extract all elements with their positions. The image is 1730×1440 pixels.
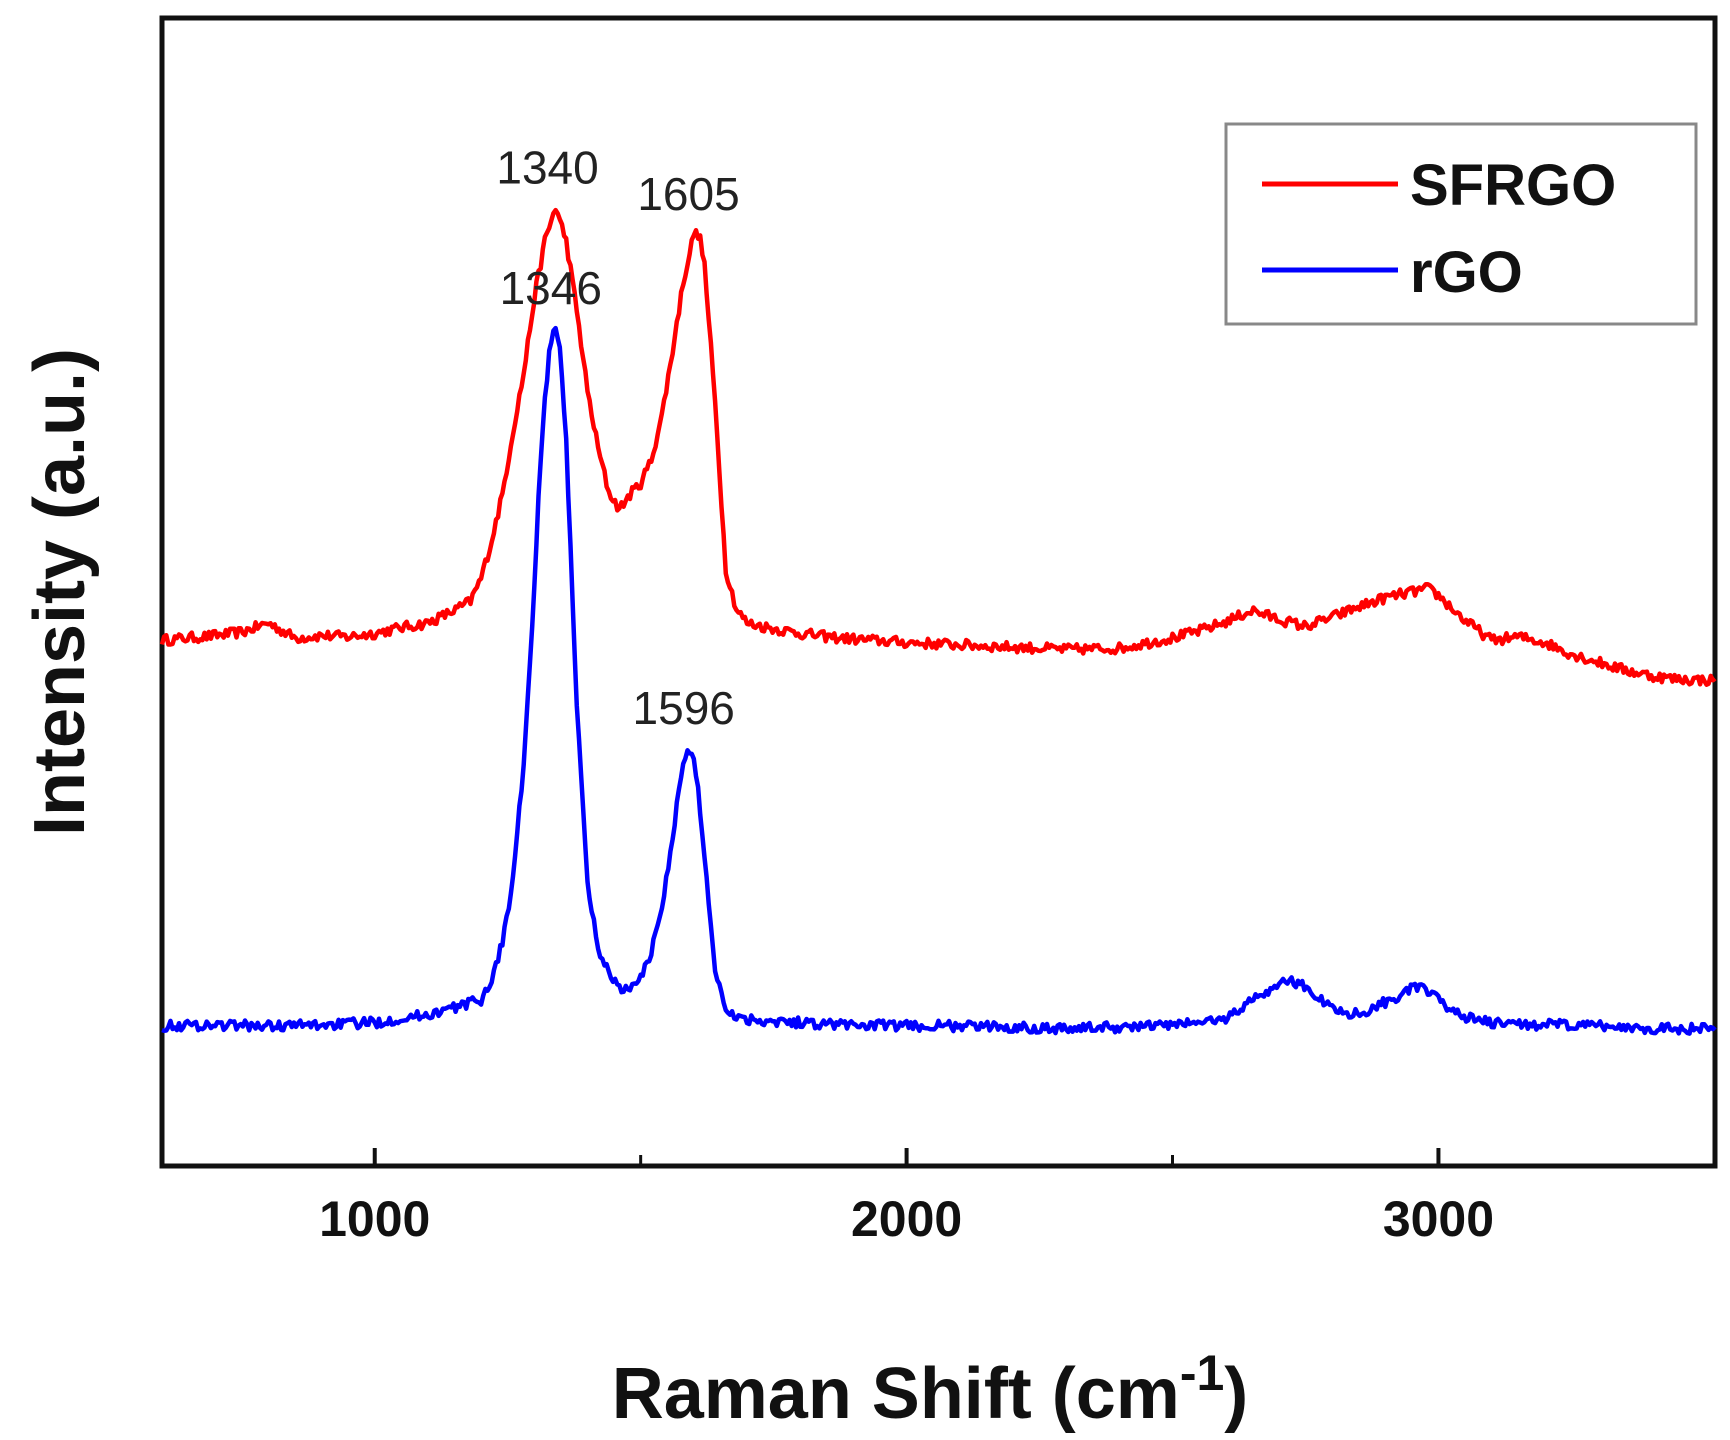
y-axis-title: Intensity (a.u.) [20,348,100,836]
peak-label-1596: 1596 [633,682,735,734]
peak-label-1340: 1340 [496,141,598,193]
series-line-rgo [161,325,1717,1036]
x-axis-title-main: Raman Shift (cm [612,1354,1180,1434]
peak-label-1346: 1346 [500,262,602,314]
x-tick-label-2000: 2000 [851,1191,962,1247]
x-axis-title-superscript: -1 [1180,1345,1224,1401]
series-layer [159,207,1717,1036]
plot-area-frame [159,15,1718,1169]
x-axis-ticks: 1000 2000 3000 [319,1148,1494,1247]
x-axis-title: Raman Shift (cm-1) [612,1345,1249,1434]
x-tick-label-1000: 1000 [319,1191,430,1247]
peak-label-1605: 1605 [637,168,739,220]
peak-annotations: 1340 1605 1346 1596 [496,141,739,734]
legend-label-sfrgo: SFRGO [1410,153,1616,218]
series-line-sfrgo [159,207,1717,687]
legend-box [1224,122,1698,326]
legend-label-rgo: rGO [1410,240,1523,305]
legend: SFRGO rGO [1224,122,1698,326]
x-tick-label-3000: 3000 [1383,1191,1494,1247]
x-axis-title-suffix: ) [1224,1354,1248,1434]
